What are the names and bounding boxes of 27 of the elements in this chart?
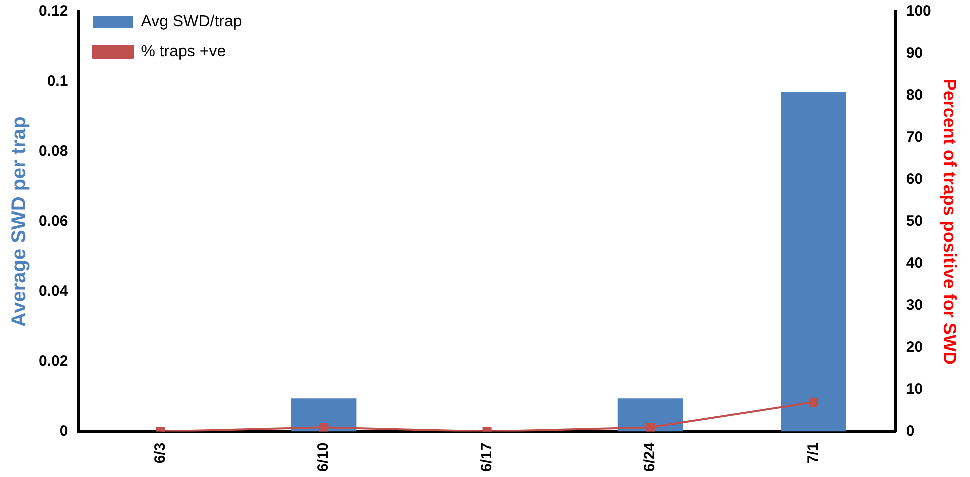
y2-tick-label: 30: [906, 297, 924, 314]
y2-tick-label: 40: [906, 255, 924, 272]
x-tick-label: 7/1: [804, 442, 822, 464]
y2-tick-label: 0: [906, 422, 915, 440]
y2-tick-label: 60: [906, 171, 924, 188]
x-tick-label: 6/3: [152, 442, 169, 464]
y2-tick-label: 50: [906, 213, 924, 230]
y-axis-title: Average SWD per trap: [8, 116, 31, 328]
y2-tick-label: 70: [906, 129, 924, 146]
y-tick-label: 0.02: [38, 352, 68, 370]
y-tick-label: 0.1: [47, 73, 68, 90]
legend-label: Avg SWD/trap: [141, 13, 242, 30]
y2-tick-label: 20: [906, 338, 924, 356]
legend-label: % traps +ve: [141, 43, 226, 60]
y-tick-label: 0: [60, 422, 68, 440]
y2-axis-title: Percent of traps positive for SWD: [940, 78, 960, 365]
y2-tick-label: 10: [906, 380, 924, 398]
x-tick-label: 6/17: [478, 442, 496, 472]
y2-tick-label: 80: [906, 87, 924, 104]
y-tick-label: 0.04: [38, 283, 69, 300]
x-tick-label: 6/10: [315, 442, 332, 472]
y-tick-label: 0.06: [38, 213, 68, 230]
y2-tick-label: 90: [906, 45, 924, 62]
y-tick-label: 0.08: [38, 143, 68, 160]
x-tick-label: 6/24: [642, 442, 659, 472]
y2-tick-label: 100: [906, 3, 932, 20]
y-tick-label: 0.12: [38, 3, 68, 20]
